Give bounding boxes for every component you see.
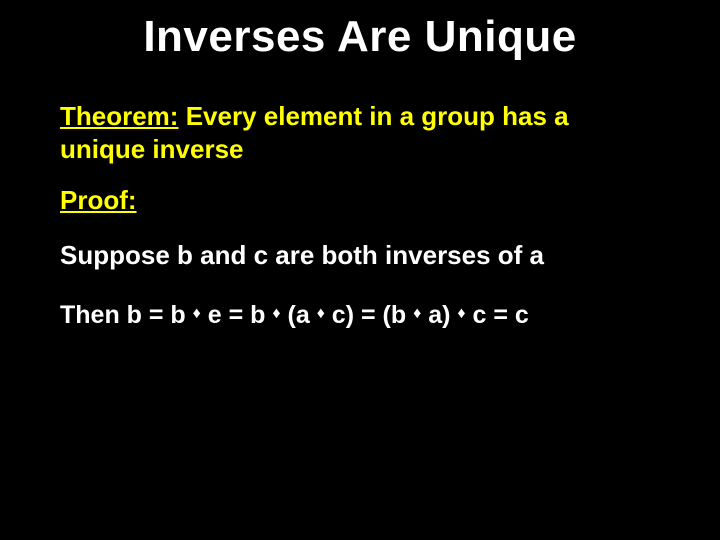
eq-part-2: e = b (201, 301, 273, 329)
eq-part-5: a) (421, 301, 457, 329)
theorem-label: Theorem: (60, 101, 178, 131)
diamond-icon: ♦ (317, 305, 325, 322)
eq-part-3: (a (281, 301, 317, 329)
diamond-icon: ♦ (413, 305, 421, 322)
diamond-icon: ♦ (193, 305, 201, 322)
eq-part-6: c = c (466, 301, 529, 329)
eq-part-1: Then b = b (60, 301, 193, 329)
theorem-block: Theorem: Every element in a group has a … (60, 100, 660, 165)
slide-title: Inverses Are Unique (60, 12, 660, 62)
eq-part-4: c) = (b (325, 301, 413, 329)
proof-equation: Then b = b ♦ e = b ♦ (a ♦ c) = (b ♦ a) ♦… (60, 301, 660, 330)
slide: Inverses Are Unique Theorem: Every eleme… (0, 0, 720, 540)
diamond-icon: ♦ (457, 305, 465, 322)
proof-suppose: Suppose b and c are both inverses of a (60, 240, 660, 271)
proof-label: Proof: (60, 185, 660, 216)
diamond-icon: ♦ (272, 305, 280, 322)
